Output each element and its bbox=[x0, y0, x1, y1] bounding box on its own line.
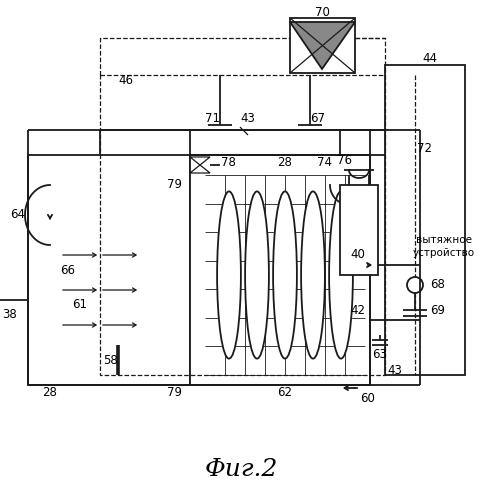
Text: 28: 28 bbox=[42, 386, 57, 398]
Text: 76: 76 bbox=[337, 154, 352, 166]
Bar bbox=[290, 18, 355, 73]
Text: 79: 79 bbox=[168, 178, 183, 192]
Ellipse shape bbox=[217, 192, 241, 358]
Text: 43: 43 bbox=[241, 112, 255, 124]
Text: вытяжное: вытяжное bbox=[416, 235, 472, 245]
Text: устройство: устройство bbox=[413, 248, 475, 258]
Text: 70: 70 bbox=[315, 6, 329, 18]
Text: 67: 67 bbox=[310, 112, 325, 124]
Text: 66: 66 bbox=[61, 264, 76, 276]
Text: 62: 62 bbox=[278, 386, 293, 398]
Text: 38: 38 bbox=[2, 308, 17, 322]
Text: 44: 44 bbox=[423, 52, 438, 64]
Text: 68: 68 bbox=[430, 278, 445, 291]
Text: 28: 28 bbox=[278, 156, 293, 170]
Text: 61: 61 bbox=[72, 298, 88, 312]
Text: 58: 58 bbox=[103, 354, 118, 366]
Ellipse shape bbox=[329, 192, 353, 358]
Polygon shape bbox=[290, 22, 355, 69]
Bar bbox=[190, 155, 370, 385]
Text: 74: 74 bbox=[318, 156, 333, 170]
Text: 43: 43 bbox=[388, 364, 402, 376]
Ellipse shape bbox=[273, 192, 297, 358]
Text: 72: 72 bbox=[417, 142, 432, 154]
Text: 60: 60 bbox=[361, 392, 375, 404]
Text: Фиг.2: Фиг.2 bbox=[204, 458, 278, 481]
Text: 40: 40 bbox=[350, 248, 365, 262]
Polygon shape bbox=[190, 157, 210, 165]
Polygon shape bbox=[190, 165, 210, 173]
Ellipse shape bbox=[245, 192, 269, 358]
Ellipse shape bbox=[301, 192, 325, 358]
Bar bbox=[340, 130, 385, 155]
Text: 71: 71 bbox=[205, 112, 220, 124]
Text: 63: 63 bbox=[373, 348, 388, 362]
Text: 46: 46 bbox=[118, 74, 133, 86]
Text: 78: 78 bbox=[221, 156, 235, 170]
Text: 79: 79 bbox=[168, 386, 183, 398]
Bar bbox=[28, 155, 190, 385]
Bar bbox=[190, 130, 370, 155]
Text: 42: 42 bbox=[350, 304, 365, 316]
Text: 69: 69 bbox=[430, 304, 445, 316]
Bar bbox=[340, 185, 378, 275]
Text: 64: 64 bbox=[11, 208, 26, 222]
Bar bbox=[385, 65, 465, 375]
